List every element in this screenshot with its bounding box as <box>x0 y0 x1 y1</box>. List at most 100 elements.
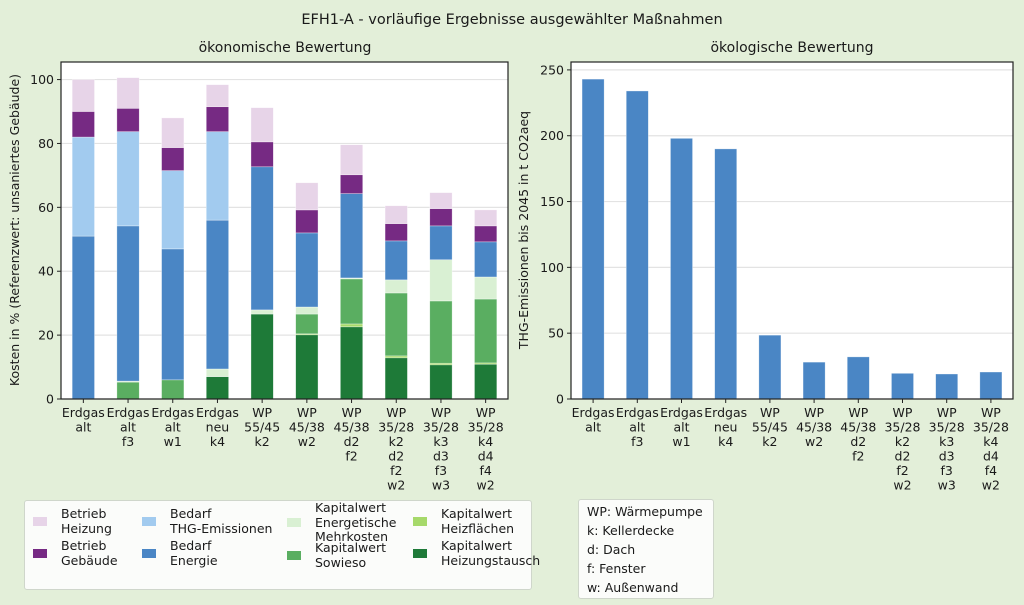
economic-bar-segment <box>474 298 498 364</box>
legend-swatch <box>142 517 156 526</box>
ecological-bar-segment <box>935 373 959 400</box>
x-tick-label: Erdgas alt <box>62 405 105 435</box>
x-tick-label: WP 45/38 w2 <box>289 405 325 449</box>
abbreviation-w: w: Außenwand <box>587 580 679 595</box>
economic-bar-segment <box>429 364 453 400</box>
economic-bar-segment <box>295 182 319 211</box>
y-tick-label: 100 <box>540 260 564 275</box>
abbreviation-wp: WP: Wärmepumpe <box>587 504 703 519</box>
x-tick-label: Erdgas neu k4 <box>196 405 239 449</box>
legend-label: Betrieb Heizung <box>61 506 112 536</box>
legend-swatch <box>287 551 301 560</box>
ecological-y-axis-label: THG-Emissionen bis 2045 in t CO2aeq <box>516 111 531 350</box>
legend-label: Kapitalwert Heizungstausch <box>441 538 541 568</box>
economic-bar-segment <box>205 106 229 132</box>
legend-swatch <box>413 517 427 526</box>
x-tick-label: WP 35/28 k4 d4 f4 w2 <box>973 405 1009 493</box>
economic-bar-segment <box>340 326 364 400</box>
economic-y-axis-label: Kosten in % (Referenzwert: unsaniertes G… <box>7 74 22 386</box>
ecological-chart-title: ökologische Bewertung <box>710 40 873 56</box>
abbreviation-k: k: Kellerdecke <box>587 523 675 538</box>
x-tick-label: Erdgas alt <box>572 405 615 435</box>
economic-bar-segment <box>384 223 408 242</box>
legend-item: Kapitalwert Heizflächen <box>413 506 515 536</box>
economic-chart: ökonomische Bewertung 0 20 40 60 80 100 Erdga… <box>7 40 509 493</box>
y-tick-label: 80 <box>38 136 54 151</box>
economic-bars <box>71 77 498 400</box>
economic-bar-segment <box>71 235 95 400</box>
x-tick-label: WP 35/28 k2 d2 f2 w2 <box>378 405 414 493</box>
economic-bar-segment <box>161 170 185 250</box>
economic-bar-segment <box>474 209 498 227</box>
economic-bar-segment <box>250 107 274 143</box>
legend-item: Kapitalwert Energetische Mehrkosten <box>287 500 396 545</box>
economic-bar-segment <box>205 368 229 377</box>
ecological-bar-segment <box>581 78 605 400</box>
ecological-bar-segment <box>802 361 826 400</box>
legend-label: Kapitalwert Sowieso <box>315 540 387 570</box>
economic-bar-segment <box>295 209 319 234</box>
economic-bar-segment <box>340 193 364 279</box>
economic-bar-segment <box>474 363 498 400</box>
x-tick-label: Erdgas neu k4 <box>704 405 747 449</box>
legend-label: Kapitalwert Heizflächen <box>441 506 515 536</box>
y-tick-label: 100 <box>30 72 54 87</box>
y-tick-label: 20 <box>38 328 54 343</box>
economic-bar-segment <box>116 77 140 109</box>
economic-bar-segment <box>429 300 453 364</box>
economic-bar-segment <box>250 309 274 315</box>
economic-bar-segment <box>429 192 453 209</box>
y-tick-label: 40 <box>38 264 54 279</box>
x-tick-label: Erdgas alt f3 <box>107 405 150 449</box>
x-tick-label: WP 35/28 k2 d2 f2 w2 <box>884 405 920 493</box>
economic-y-ticks: 0 20 40 60 80 100 <box>30 72 61 407</box>
economic-bar-segment <box>205 219 229 370</box>
economic-bar-segment <box>116 225 140 382</box>
economic-bar-segment <box>429 208 453 227</box>
economic-bar-segment <box>474 225 498 243</box>
economic-bar-segment <box>295 232 319 308</box>
economic-bar-segment <box>161 147 185 171</box>
economic-bar-segment <box>384 205 408 224</box>
economic-bar-segment <box>161 248 185 381</box>
legend-item: Bedarf Energie <box>142 538 218 568</box>
ecological-bar-segment <box>758 334 782 400</box>
legend-swatch <box>33 517 47 526</box>
ecological-bar-segment <box>714 148 738 400</box>
y-tick-label: 50 <box>548 326 564 341</box>
economic-bar-segment <box>250 313 274 400</box>
ecological-chart: ökologische Bewertung 0 50 100 150 200 250 Er… <box>516 40 1014 493</box>
abbreviation-f: f: Fenster <box>587 561 646 576</box>
legend-swatch <box>142 549 156 558</box>
ecological-plot-frame <box>570 61 1014 400</box>
legend-swatch <box>33 549 47 558</box>
economic-bar-segment <box>116 131 140 227</box>
legend-label: Bedarf THG-Emissionen <box>170 506 273 536</box>
economic-bar-segment <box>295 313 319 335</box>
x-tick-label: Erdgas alt w1 <box>660 405 703 449</box>
economic-bar-segment <box>205 376 229 400</box>
economic-bar-segment <box>116 108 140 132</box>
legend-swatch <box>413 549 427 558</box>
x-tick-label: WP 35/28 k4 d4 f4 w2 <box>468 405 504 493</box>
ecological-bar-segment <box>846 356 870 400</box>
legend-item: Bedarf THG-Emissionen <box>142 506 273 536</box>
economic-bar-segment <box>161 379 185 400</box>
economic-bar-segment <box>71 111 95 138</box>
economic-bar-segment <box>250 166 274 311</box>
legend-item: Kapitalwert Sowieso <box>287 540 387 570</box>
ecological-y-ticks: 0 50 100 150 200 250 <box>540 62 571 407</box>
economic-chart-title: ökonomische Bewertung <box>199 40 372 56</box>
ecological-bar-segment <box>670 138 693 400</box>
x-tick-label: Erdgas alt f3 <box>616 405 659 449</box>
figure-title: EFH1-A - vorläufige Ergebnisse ausgewähl… <box>301 12 722 28</box>
economic-bar-segment <box>71 79 95 112</box>
economic-bar-segment <box>384 357 408 400</box>
economic-bar-segment <box>340 174 364 194</box>
economic-bar-segment <box>295 334 319 400</box>
economic-bar-segment <box>161 117 185 148</box>
x-tick-label: WP 55/45 k2 <box>244 405 280 449</box>
x-tick-label: WP 35/28 k3 d3 f3 w3 <box>423 405 459 493</box>
ecological-bar-segment <box>625 90 649 400</box>
